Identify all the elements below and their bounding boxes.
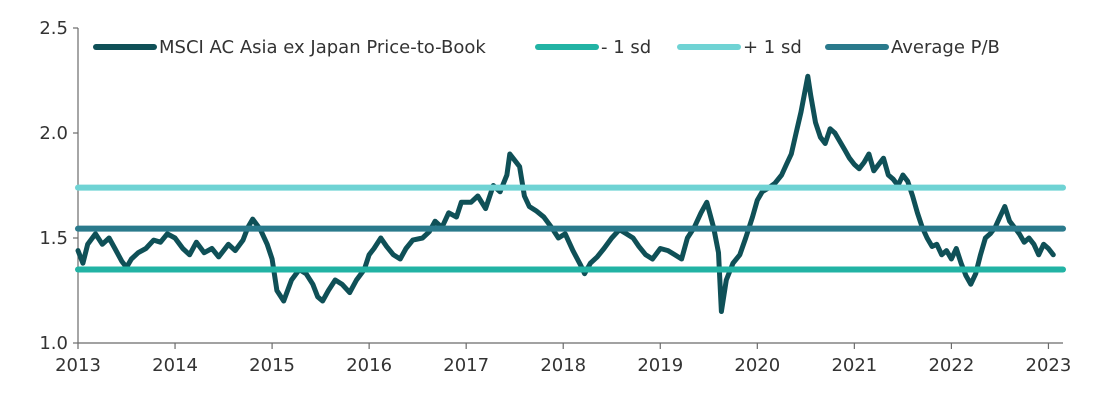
legend-label: Average P/B [891,37,1000,58]
x-tick-label: 2022 [928,355,974,376]
x-tick-label: 2013 [55,355,101,376]
series-price-to-book-line [75,73,1056,314]
legend-item-plus-1-sd: + 1 sd [677,37,802,58]
series-layer [75,73,1066,314]
y-tick-label: 1.5 [39,228,68,249]
x-tick-label: 2019 [637,355,683,376]
axes: 1.0 1.5 2.0 2.5 2013 2014 2015 2016 2017 2018 2019… [39,18,1071,376]
x-tick-label: 2021 [831,355,877,376]
legend-item-average-pb: Average P/B [825,37,1000,58]
x-tick-label: 2023 [1026,355,1072,376]
legend: MSCI AC Asia ex Japan Price-to-Book - 1 s… [93,37,1000,58]
legend-label: - 1 sd [601,37,651,58]
y-tick-label: 1.0 [39,333,68,354]
x-tick-label: 2016 [346,355,392,376]
legend-item-minus-1-sd: - 1 sd [535,37,651,58]
x-tick-label: 2015 [249,355,295,376]
x-tick-label: 2017 [443,355,489,376]
y-tick-label: 2.0 [39,123,68,144]
x-tick-label: 2014 [152,355,198,376]
x-tick-label: 2020 [734,355,780,376]
legend-item-price-to-book: MSCI AC Asia ex Japan Price-to-Book [93,37,486,58]
y-tick-label: 2.5 [39,18,68,39]
x-tick-label: 2018 [540,355,586,376]
legend-label: + 1 sd [743,37,802,58]
legend-label: MSCI AC Asia ex Japan Price-to-Book [159,37,486,58]
